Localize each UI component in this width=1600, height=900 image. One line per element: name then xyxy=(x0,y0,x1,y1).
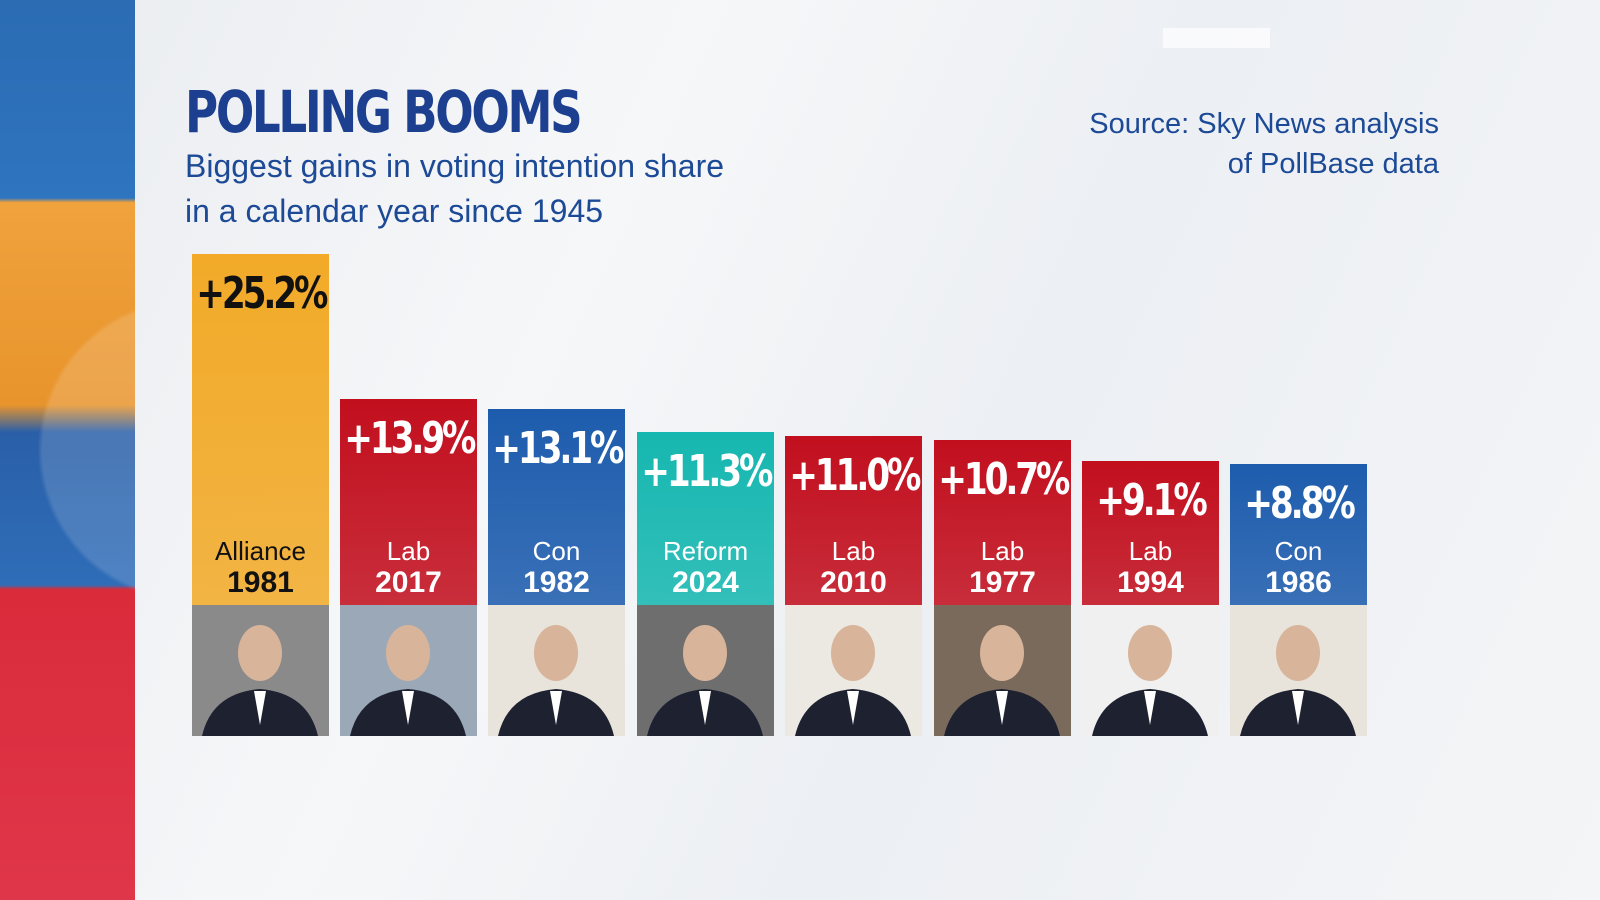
politician-photo xyxy=(934,605,1071,736)
bar-con-1982: +13.1% Con 1982 xyxy=(488,409,625,605)
bar-reform-2024: +11.3% Reform 2024 xyxy=(637,432,774,605)
bar-lab-2010: +11.0% Lab 2010 xyxy=(785,436,922,605)
person-silhouette-icon xyxy=(350,625,466,736)
party-label: Lab xyxy=(1128,535,1173,566)
chart-title: POLLING BOOMS xyxy=(185,78,583,146)
value-label: +25.2% xyxy=(195,268,328,320)
bar-con-1986: +8.8% Con 1986 xyxy=(1230,464,1367,605)
party-label: Lab xyxy=(980,535,1025,566)
person-silhouette-icon xyxy=(795,625,911,736)
value-label: +8.8% xyxy=(1244,478,1355,530)
value-label: +9.1% xyxy=(1096,474,1207,526)
party-label: Lab xyxy=(831,535,876,566)
source-note: Source: Sky News analysis of PollBase da… xyxy=(1089,104,1439,184)
value-label: +13.1% xyxy=(491,423,624,475)
year-label: 1981 xyxy=(227,565,294,599)
year-label: 2010 xyxy=(820,565,887,599)
chart-subtitle: Biggest gains in voting intention share … xyxy=(185,148,725,229)
politician-photo xyxy=(785,605,922,736)
person-silhouette-icon xyxy=(1092,625,1208,736)
year-label: 2024 xyxy=(672,565,739,599)
bar-alliance-1981: +25.2% Alliance 1981 xyxy=(192,254,329,605)
source-line-1: Source: Sky News analysis xyxy=(1089,108,1439,140)
side-decoration-stripe xyxy=(0,0,135,900)
party-label: Reform xyxy=(662,535,749,566)
year-label: 2017 xyxy=(375,565,442,599)
politician-photo xyxy=(340,605,477,736)
bar-lab-1977: +10.7% Lab 1977 xyxy=(934,440,1071,605)
year-label: 1977 xyxy=(969,565,1036,599)
politician-photo xyxy=(1230,605,1367,736)
politician-photo xyxy=(1082,605,1219,736)
party-label: Con xyxy=(532,535,581,566)
person-silhouette-icon xyxy=(647,625,763,736)
party-label: Alliance xyxy=(214,535,307,566)
person-silhouette-icon xyxy=(1240,625,1356,736)
value-label: +13.9% xyxy=(343,413,476,465)
bar-lab-1994: +9.1% Lab 1994 xyxy=(1082,460,1219,605)
party-label: Lab xyxy=(386,535,431,566)
year-label: 1986 xyxy=(1265,565,1332,599)
decorative-bar xyxy=(1163,28,1270,48)
value-label: +11.0% xyxy=(788,450,921,502)
person-silhouette-icon xyxy=(498,625,614,736)
year-label: 1982 xyxy=(523,565,590,599)
year-label: 1994 xyxy=(1117,565,1184,599)
person-silhouette-icon xyxy=(944,625,1060,736)
politician-photo xyxy=(192,605,329,736)
bar-lab-2017: +13.9% Lab 2017 xyxy=(340,399,477,605)
politician-photo xyxy=(488,605,625,736)
source-line-2: of PollBase data xyxy=(1227,148,1439,180)
person-silhouette-icon xyxy=(202,625,318,736)
value-label: +10.7% xyxy=(937,454,1070,506)
politician-photo xyxy=(637,605,774,736)
party-label: Con xyxy=(1274,535,1323,566)
value-label: +11.3% xyxy=(640,446,773,498)
